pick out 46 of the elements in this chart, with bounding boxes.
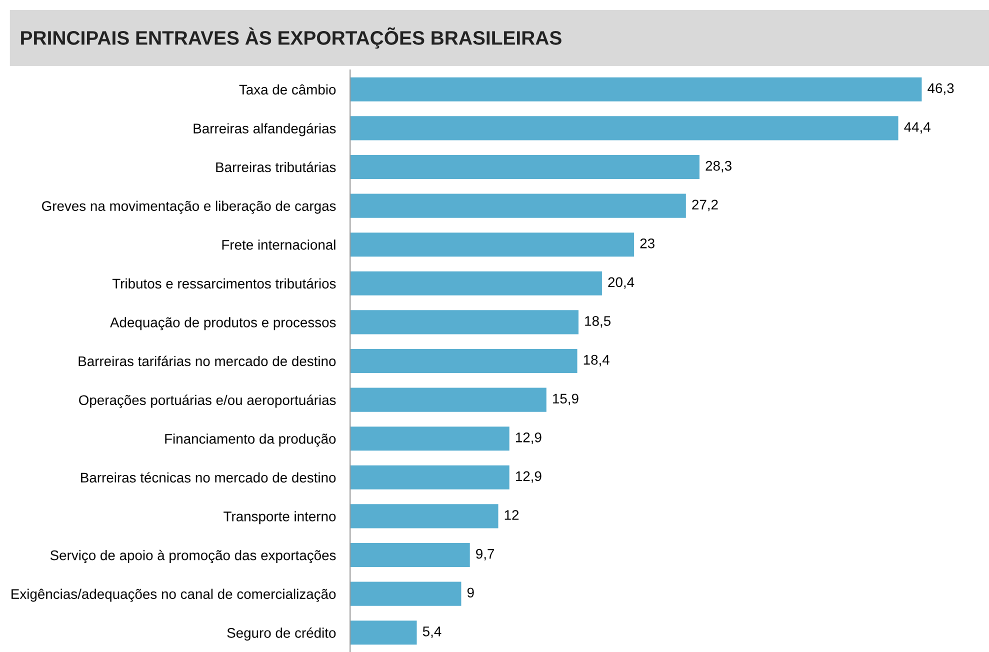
data-label: 12,9 [516,471,542,483]
data-label: 18,5 [585,316,611,328]
bar [350,116,898,140]
data-label: 46,3 [928,83,954,95]
data-label: 9,7 [476,548,494,560]
y-tick-label: Barreiras tarifárias no mercado de destino [78,356,336,366]
data-label: 12 [504,510,519,520]
bar [350,426,510,451]
y-tick-label: Serviço de apoio à promoção das exportações [50,550,336,564]
data-label: 12,9 [516,432,542,444]
y-tick-label: Frete internacional [222,240,336,250]
y-tick-label: Adequação de produtos e processos [110,317,336,330]
y-tick-label: Tributos e ressarcimentos tributários [112,278,336,289]
y-tick-label: Financiamento da produção [165,434,336,447]
chart-title: PRINCIPAIS ENTRAVES ÀS EXPORTAÇÕES BRASILEIRAS [21,27,562,49]
data-label: 27,2 [692,200,718,212]
data-label: 5,4 [422,626,442,638]
data-label: 23 [640,238,654,248]
bar [350,310,579,334]
bar [350,582,462,606]
bar [350,542,470,568]
y-tick-label: Greves na movimentação e liberação de cargas [42,200,336,214]
data-label: 20,4 [608,277,634,289]
bar [350,154,700,180]
y-tick-label: Barreiras alfandegárias [194,123,336,136]
bar [350,77,922,102]
bar [350,620,417,645]
bar [350,504,498,528]
y-tick-label: Seguro de crédito [227,627,336,641]
y-tick-label: Exigências/adequações no canal de comercialização [12,588,336,602]
y-tick-label: Taxa de câmbio [239,84,336,95]
y-tick-label: Operações portuárias e/ou aeroportuárias [79,394,336,408]
bar [350,388,546,412]
bar [350,271,602,296]
data-label: 44,4 [904,122,930,134]
y-tick-label: Barreiras tributárias [216,162,336,172]
y-tick-label: Transporte interno [224,511,336,524]
data-label: 9 [467,588,474,598]
data-label: 18,4 [584,354,610,366]
bar [350,348,578,374]
data-label: 15,9 [553,394,578,406]
bar [350,465,510,490]
bar [350,232,634,257]
bar [350,194,686,218]
y-tick-label: Barreiras técnicas no mercado de destino [81,472,336,483]
data-label: 28,3 [706,160,732,172]
